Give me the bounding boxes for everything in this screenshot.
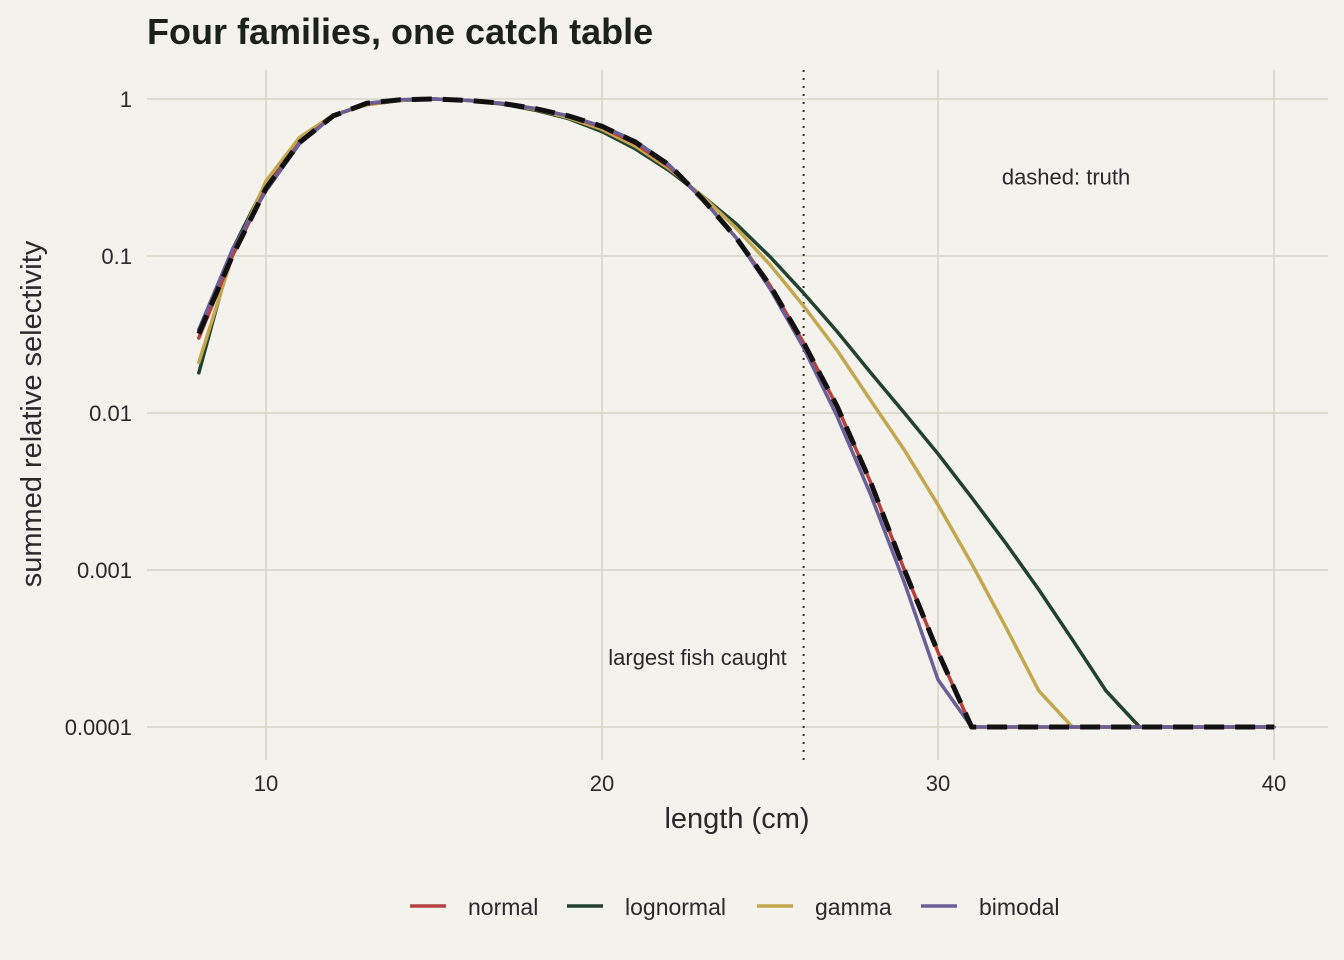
legend-label-lognormal: lognormal — [625, 894, 726, 920]
x-tick-label-20: 20 — [590, 771, 614, 796]
legend-item-bimodal: bimodal — [921, 894, 1060, 920]
legend-item-gamma: gamma — [757, 894, 892, 920]
y-tick-label-2: 0.01 — [89, 401, 132, 426]
legend-label-gamma: gamma — [815, 894, 892, 920]
truth-line — [196, 96, 1274, 730]
y-tick-label-0: 1 — [120, 87, 132, 112]
y-tick-label-1: 0.1 — [101, 244, 132, 269]
annotation-1: dashed: truth — [1002, 165, 1130, 190]
x-axis-ticks: 10 20 30 40 — [254, 771, 1286, 796]
legend: normal lognormal gamma bimodal — [410, 894, 1060, 920]
x-tick-label-40: 40 — [1262, 771, 1286, 796]
y-axis-ticks: 1 0.1 0.01 0.001 0.0001 — [65, 87, 132, 740]
chart-title: Four families, one catch table — [147, 11, 653, 52]
annotation-0: largest fish caught — [608, 645, 787, 670]
legend-item-lognormal: lognormal — [567, 894, 726, 920]
y-axis-label: summed relative selectivity — [16, 240, 48, 587]
y-tick-label-3: 0.001 — [77, 558, 132, 583]
x-tick-label-10: 10 — [254, 771, 278, 796]
y-tick-label-4: 0.0001 — [65, 715, 132, 740]
truth-dashed-line — [196, 96, 1274, 730]
legend-label-bimodal: bimodal — [979, 894, 1060, 920]
x-tick-label-30: 30 — [926, 771, 950, 796]
x-axis-label: length (cm) — [664, 803, 809, 835]
legend-label-normal: normal — [468, 894, 538, 920]
annotations: largest fish caught dashed: truth — [608, 165, 1130, 670]
legend-item-normal: normal — [410, 894, 538, 920]
